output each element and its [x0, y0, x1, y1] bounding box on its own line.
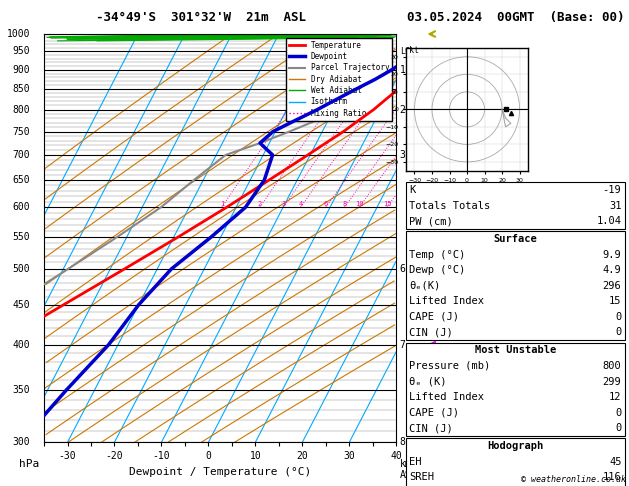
Text: 116: 116 [603, 472, 621, 482]
Text: 15: 15 [383, 201, 391, 207]
Text: 296: 296 [603, 281, 621, 291]
Text: EH: EH [409, 457, 421, 467]
Text: 12: 12 [609, 392, 621, 402]
Text: 7: 7 [400, 340, 406, 350]
Text: Hodograph: Hodograph [487, 441, 543, 451]
Text: K: K [409, 185, 415, 195]
Text: 3: 3 [400, 150, 406, 160]
Text: CIN (J): CIN (J) [409, 328, 453, 337]
Text: 45: 45 [609, 457, 621, 467]
Text: 9.9: 9.9 [603, 250, 621, 260]
Text: Lifted Index: Lifted Index [409, 296, 484, 306]
Text: 2: 2 [400, 104, 406, 115]
Text: km
ASL: km ASL [400, 459, 418, 480]
Text: CAPE (J): CAPE (J) [409, 408, 459, 417]
Text: 03.05.2024  00GMT  (Base: 00): 03.05.2024 00GMT (Base: 00) [407, 11, 625, 23]
Text: 10: 10 [355, 201, 364, 207]
Text: 0: 0 [615, 312, 621, 322]
Text: 3: 3 [281, 201, 286, 207]
Text: PW (cm): PW (cm) [409, 216, 453, 226]
Text: CIN (J): CIN (J) [409, 423, 453, 433]
Text: Pressure (mb): Pressure (mb) [409, 361, 490, 371]
Text: 8: 8 [400, 437, 406, 447]
Text: 1: 1 [400, 65, 406, 75]
Text: 800: 800 [13, 104, 30, 115]
Text: hPa: hPa [19, 459, 40, 469]
Text: -19: -19 [603, 185, 621, 195]
Text: θₑ (K): θₑ (K) [409, 377, 447, 386]
Text: Lifted Index: Lifted Index [409, 392, 484, 402]
Text: 0: 0 [615, 423, 621, 433]
Text: 550: 550 [13, 232, 30, 242]
Text: 800: 800 [603, 361, 621, 371]
Text: 900: 900 [13, 65, 30, 75]
Text: © weatheronline.co.uk: © weatheronline.co.uk [521, 474, 626, 484]
Text: 750: 750 [13, 126, 30, 137]
Text: 2: 2 [258, 201, 262, 207]
Text: 850: 850 [13, 84, 30, 94]
Text: 0: 0 [615, 328, 621, 337]
Text: SREH: SREH [409, 472, 434, 482]
Text: 450: 450 [13, 300, 30, 310]
Text: 500: 500 [13, 264, 30, 274]
Text: -34°49'S  301°32'W  21m  ASL: -34°49'S 301°32'W 21m ASL [96, 11, 306, 23]
Text: 700: 700 [13, 150, 30, 160]
Text: 1: 1 [220, 201, 224, 207]
Text: 15: 15 [609, 296, 621, 306]
Text: CAPE (J): CAPE (J) [409, 312, 459, 322]
Text: 350: 350 [13, 385, 30, 395]
Text: 1.04: 1.04 [596, 216, 621, 226]
Text: LCL: LCL [400, 47, 415, 56]
Legend: Temperature, Dewpoint, Parcel Trajectory, Dry Adiabat, Wet Adiabat, Isotherm, Mi: Temperature, Dewpoint, Parcel Trajectory… [286, 38, 392, 121]
Text: 4: 4 [299, 201, 303, 207]
Text: θₑ(K): θₑ(K) [409, 281, 440, 291]
Text: Most Unstable: Most Unstable [474, 346, 556, 355]
Text: 8: 8 [342, 201, 347, 207]
Text: 400: 400 [13, 340, 30, 350]
Text: Dewp (°C): Dewp (°C) [409, 265, 465, 275]
Text: 650: 650 [13, 175, 30, 185]
Text: 6: 6 [400, 264, 406, 274]
Text: 300: 300 [13, 437, 30, 447]
Text: 31: 31 [609, 201, 621, 210]
Text: 1000: 1000 [6, 29, 30, 39]
Text: 6: 6 [324, 201, 328, 207]
Text: 0: 0 [615, 408, 621, 417]
Text: kt: kt [409, 46, 419, 55]
Text: Temp (°C): Temp (°C) [409, 250, 465, 260]
Text: 299: 299 [603, 377, 621, 386]
Text: Totals Totals: Totals Totals [409, 201, 490, 210]
Text: 600: 600 [13, 202, 30, 212]
Text: 950: 950 [13, 46, 30, 56]
Text: Surface: Surface [493, 234, 537, 244]
X-axis label: Dewpoint / Temperature (°C): Dewpoint / Temperature (°C) [129, 467, 311, 477]
Text: 4.9: 4.9 [603, 265, 621, 275]
